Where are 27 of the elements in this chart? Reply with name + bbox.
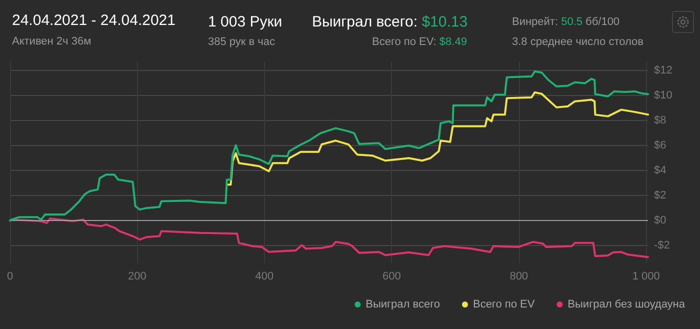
x-tick-label: 1 000 xyxy=(632,270,660,282)
x-tick-label: 400 xyxy=(255,270,274,282)
x-tick-label: 200 xyxy=(128,270,146,282)
legend-label: Всего по EV xyxy=(472,298,536,310)
y-tick-label: $10 xyxy=(654,90,672,102)
text: Выиграл всего: $10.13 xyxy=(312,14,468,30)
x-tick-label: 0 xyxy=(6,270,14,282)
text: 1 003 Руки xyxy=(208,14,282,30)
y-tick-label: $0 xyxy=(654,214,666,227)
x-tick-label: 800 xyxy=(510,270,528,282)
text: Винрейт: 50.5 бб/100 xyxy=(512,16,620,28)
x-tick-label: 600 xyxy=(382,270,401,282)
text: 385 рук в час xyxy=(208,36,276,48)
text: 3.8 среднее число столов xyxy=(512,36,644,48)
legend-label: Выиграл без шоудауна xyxy=(568,298,686,310)
chart-subtitle: Активен 2ч 36м xyxy=(12,36,92,48)
y-tick-label: $12 xyxy=(654,64,672,77)
y-tick-label: $6 xyxy=(654,140,666,152)
y-tick-label: $4 xyxy=(654,164,666,177)
y-tick-label: $2 xyxy=(654,190,666,202)
text: Всего по EV: $8.49 xyxy=(372,36,467,48)
legend-label: Выиграл всего xyxy=(366,298,440,310)
line-series xyxy=(226,91,649,186)
y-tick-label: $8 xyxy=(654,114,666,127)
chart-title: 24.04.2021 - 24.04.2021 xyxy=(12,12,176,29)
line-series xyxy=(9,70,649,222)
y-tick-label: -$2 xyxy=(654,240,670,252)
